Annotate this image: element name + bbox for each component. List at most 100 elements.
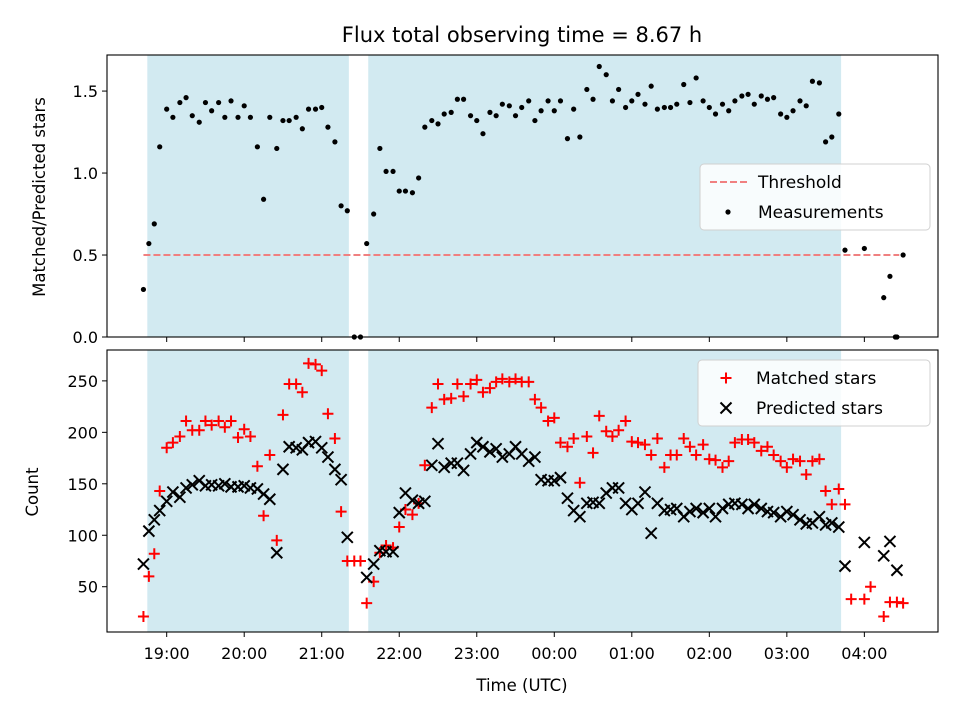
data-point <box>790 108 796 114</box>
data-point <box>332 139 338 145</box>
data-point <box>587 447 599 459</box>
data-point <box>865 581 877 593</box>
data-point <box>793 513 807 527</box>
legend-marker <box>719 401 733 415</box>
x-axis-label: Time (UTC) <box>475 676 567 695</box>
data-point <box>775 455 787 467</box>
data-point <box>393 521 405 533</box>
data-point <box>658 461 670 473</box>
legend-label: Matched stars <box>756 369 876 389</box>
data-point <box>809 78 816 84</box>
data-point <box>522 454 535 468</box>
data-point <box>768 449 780 461</box>
legend-box <box>699 163 931 231</box>
data-point <box>596 63 602 70</box>
data-point <box>690 449 702 461</box>
data-point <box>146 240 152 247</box>
data-point <box>858 593 870 605</box>
data-point <box>374 547 386 559</box>
data-point <box>328 463 342 476</box>
data-point <box>542 415 554 427</box>
data-point <box>891 596 903 608</box>
data-point <box>551 108 557 114</box>
data-point <box>813 453 825 465</box>
data-point <box>464 447 477 461</box>
data-point <box>371 211 377 217</box>
data-point <box>687 99 693 106</box>
data-point <box>321 450 335 464</box>
data-point <box>523 376 535 388</box>
data-point <box>315 441 328 454</box>
data-point <box>222 114 228 120</box>
data-point <box>173 490 187 504</box>
data-point <box>179 481 193 495</box>
data-point <box>635 91 641 97</box>
data-point <box>784 114 790 120</box>
data-point <box>183 95 189 101</box>
data-point <box>548 474 561 487</box>
data-point <box>845 593 857 605</box>
data-point <box>528 450 542 464</box>
data-point <box>839 498 851 510</box>
data-point <box>564 136 571 142</box>
data-point <box>393 506 406 519</box>
data-point <box>432 378 444 390</box>
data-point <box>710 454 722 466</box>
data-point <box>735 498 749 511</box>
y-tick-label: 0.0 <box>73 328 98 347</box>
data-point <box>723 455 735 467</box>
y-tick-label: 250 <box>67 372 98 391</box>
data-point <box>189 113 195 119</box>
data-point <box>761 441 773 453</box>
data-point <box>573 510 587 523</box>
data-point <box>263 493 276 506</box>
data-point <box>471 374 483 386</box>
data-point <box>251 460 263 472</box>
data-point <box>216 99 222 106</box>
data-point <box>396 188 402 194</box>
data-point <box>276 463 290 476</box>
data-point <box>897 597 909 609</box>
data-point <box>726 108 732 114</box>
data-point <box>335 506 347 518</box>
data-point <box>755 502 768 515</box>
data-point <box>781 461 793 473</box>
data-point <box>861 245 867 252</box>
data-point <box>426 402 438 414</box>
legend: Matched stars Predicted stars <box>697 359 931 427</box>
data-point <box>706 104 712 111</box>
data-point <box>477 386 489 398</box>
data-point <box>581 430 593 442</box>
data-point <box>593 410 605 422</box>
data-point <box>700 98 706 104</box>
data-point <box>654 106 660 112</box>
data-point <box>377 145 383 152</box>
series-measurements <box>140 63 906 340</box>
data-point <box>312 106 319 112</box>
data-point <box>697 439 709 451</box>
x-tick-label: 04:00 <box>841 644 887 663</box>
data-point <box>319 104 325 111</box>
data-point <box>577 134 583 140</box>
data-point <box>603 72 609 78</box>
data-point <box>180 415 192 427</box>
data-point <box>561 441 573 453</box>
data-point <box>465 378 477 390</box>
data-point <box>422 124 428 130</box>
data-point <box>780 505 794 518</box>
data-point <box>661 104 667 111</box>
data-point <box>620 415 632 427</box>
data-point <box>548 412 560 424</box>
data-point <box>748 437 760 449</box>
data-point <box>506 103 512 109</box>
data-point <box>881 295 887 301</box>
data-point <box>199 415 211 427</box>
data-point <box>877 549 890 563</box>
y-axis-label-count: Count <box>23 467 42 517</box>
data-point <box>838 559 852 573</box>
legend: Threshold Measurements <box>699 163 931 231</box>
data-point <box>431 437 445 450</box>
data-point <box>503 376 515 388</box>
data-point <box>360 571 373 584</box>
